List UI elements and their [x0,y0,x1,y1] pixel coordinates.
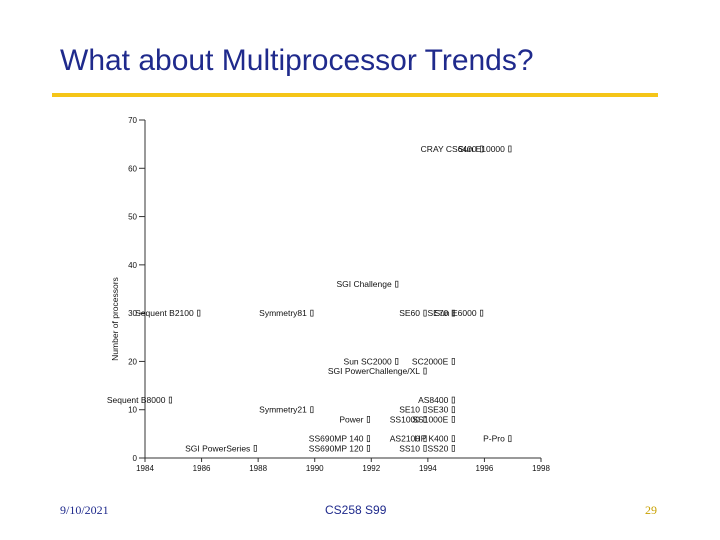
data-point [423,416,427,423]
data-point [423,309,427,317]
data-point-label: Sequent B8000 [107,395,166,405]
data-point-label: SGI PowerChallenge/XL [328,366,420,376]
data-point-label: AS2100 [390,434,421,444]
data-point-label: SS690MP 140 [309,434,364,444]
data-point-label: Symmetry81 [259,308,307,318]
data-point-label: HP K400 [414,434,448,444]
data-point [451,396,455,404]
data-point [451,416,455,423]
y-tick-label: 0 [133,454,138,463]
data-point [253,444,257,452]
data-point-label: SC2000E [412,356,449,366]
data-point-label: SS690MP 120 [309,443,364,453]
data-point [480,145,484,153]
data-point-label: Sun E6000 [435,308,477,318]
y-tick-label: 40 [128,261,137,270]
data-point [451,406,455,414]
data-point [451,444,455,452]
footer-date: 9/10/2021 [60,503,109,517]
data-point-label: CRAY CS6400 [421,144,477,154]
x-tick-label: 1986 [193,464,211,473]
x-tick-label: 1998 [532,464,550,473]
data-point [451,358,455,365]
data-point [395,358,399,365]
footer-page-number: 29 [645,503,657,517]
data-point-label: Sun E10000 [458,144,505,154]
data-point [168,396,173,404]
data-point-label: P-Pro [483,434,505,444]
data-point [366,416,371,423]
x-tick-label: 1996 [476,464,494,473]
data-point-label: SS1000 [390,414,421,424]
chart-axes: 0 10 20 30 40 50 60 70 1984 1986 1988 1990 1992 1994 1… [110,116,550,473]
data-point-label: Power [339,414,363,424]
title-divider [52,93,658,97]
data-point-label: SS1000E [412,414,448,424]
data-point-label: SS10 [399,443,420,453]
data-point [480,309,484,317]
y-tick-label: 10 [128,406,137,415]
data-point [451,309,455,317]
data-point [423,367,427,375]
data-point [508,435,512,443]
y-tick-label: 50 [128,213,137,222]
data-point [310,406,314,414]
y-tick-label: 60 [128,164,137,173]
data-point-label: SE70 [428,308,449,318]
slide-title: What about Multiprocessor Trends? [60,44,534,77]
x-tick-label: 1988 [249,464,267,473]
x-tick-label: 1992 [362,464,380,473]
y-tick-label: 70 [128,116,137,125]
data-point-label: Sequent B2100 [135,308,194,318]
x-tick-label: 1994 [419,464,437,473]
x-tick-label: 1990 [306,464,324,473]
data-point [423,444,427,452]
footer-course: CS258 S99 [325,503,387,517]
data-point-label: Symmetry21 [259,405,307,415]
data-point-label: SGI Challenge [336,279,392,289]
y-tick-label: 30 [128,309,137,318]
data-point [508,145,512,153]
data-point [366,435,371,443]
data-point-label: SS20 [428,443,449,453]
data-point-label: SE10 [399,405,420,415]
data-point-label: SGI PowerSeries [185,443,250,453]
data-point-label: SE30 [428,405,449,415]
data-point [310,309,314,317]
y-axis-label: Number of processors [110,277,120,361]
data-point-label: AS8400 [418,395,449,405]
data-point [451,435,455,443]
data-point-label: SE60 [399,308,420,318]
y-tick-label: 20 [128,357,137,366]
data-point [197,309,201,317]
x-tick-label: 1984 [136,464,154,473]
data-point [423,435,427,443]
data-point [395,280,399,288]
data-point [366,444,371,452]
data-point [423,406,427,414]
data-point-label: Sun SC2000 [344,356,392,366]
